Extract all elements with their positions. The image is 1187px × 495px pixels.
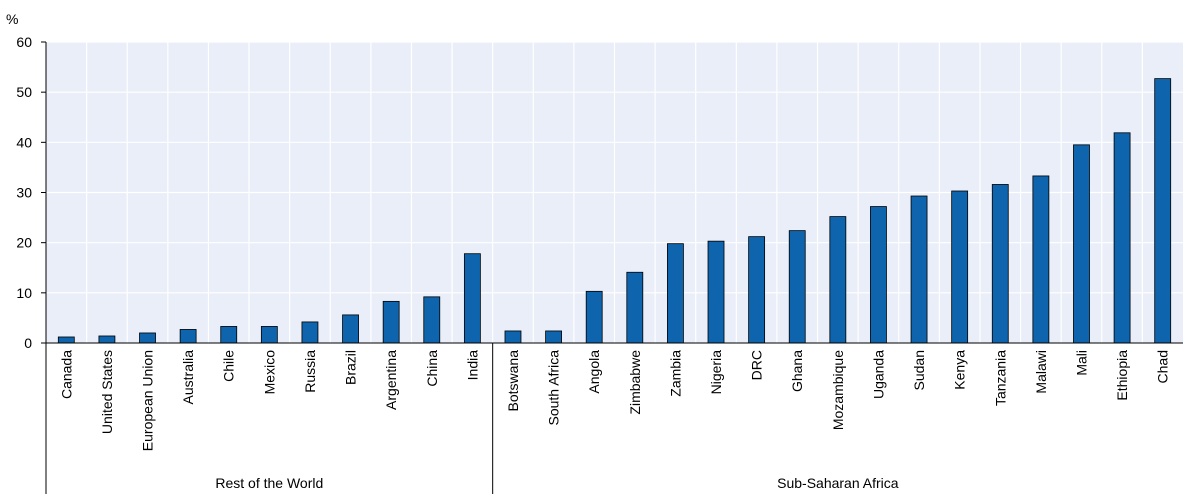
x-tick-label: Malawi <box>1033 350 1049 394</box>
x-tick-label: Sudan <box>911 350 927 390</box>
group-label: Sub-Saharan Africa <box>777 475 899 491</box>
bar <box>788 230 806 344</box>
bar <box>220 326 238 344</box>
bar <box>260 326 278 344</box>
bar <box>707 240 725 344</box>
bar <box>585 290 603 344</box>
y-tick-label: 20 <box>16 235 32 251</box>
bar <box>870 206 887 344</box>
x-tick-label: Mali <box>1073 350 1089 376</box>
bar <box>748 236 766 344</box>
x-tick-label: Uganda <box>870 350 886 399</box>
bar <box>382 300 400 344</box>
x-tick-label: Russia <box>302 350 318 393</box>
y-tick-label: 50 <box>16 84 32 100</box>
bar <box>1073 144 1090 344</box>
x-tick-label: Zimbabwe <box>627 350 643 415</box>
x-tick-label: Argentina <box>383 350 399 410</box>
bar <box>342 314 359 344</box>
category-groups: Rest of the World Sub-Saharan Africa <box>215 343 899 494</box>
y-tick-label: 40 <box>16 134 32 150</box>
y-tick-label: 0 <box>24 335 32 351</box>
y-tick-label: 30 <box>16 185 32 201</box>
bar <box>98 335 116 344</box>
x-tick-label: DRC <box>749 350 765 380</box>
x-tick-label: United States <box>99 350 115 434</box>
bar <box>504 330 522 344</box>
bar <box>667 243 684 344</box>
bar <box>951 190 969 344</box>
bar <box>1113 132 1131 344</box>
x-tick-label: Zambia <box>667 350 683 397</box>
bar <box>301 321 319 344</box>
x-tick-label: Tanzania <box>992 350 1008 406</box>
y-axis: 0 10 20 30 40 50 60 <box>16 34 1183 494</box>
y-axis-label: % <box>6 11 18 27</box>
x-tick-label: Canada <box>58 350 74 399</box>
bar <box>463 253 481 344</box>
x-tick-label: Mozambique <box>830 350 846 430</box>
bar <box>1154 78 1172 344</box>
x-tick-label: Botswana <box>505 350 521 412</box>
bar <box>57 336 75 344</box>
x-tick-label: Chad <box>1155 350 1171 383</box>
bar <box>1032 175 1050 344</box>
x-tick-label: European Union <box>140 350 156 451</box>
bar <box>423 296 441 344</box>
gridlines <box>46 41 1183 343</box>
y-tick-label: 10 <box>16 285 32 301</box>
x-tick-label: Kenya <box>952 350 968 390</box>
x-tick-label: Australia <box>180 350 196 405</box>
x-tick-label: Mexico <box>261 350 277 395</box>
bar <box>829 216 847 344</box>
bar <box>991 184 1009 344</box>
x-tick-label: Chile <box>221 350 237 382</box>
x-tick-label: India <box>464 350 480 381</box>
bar <box>910 195 928 344</box>
x-axis-labels: Canada United States European Union Austral… <box>58 350 1170 451</box>
x-tick-label: Angola <box>586 350 602 394</box>
group-label: Rest of the World <box>215 475 323 491</box>
bars <box>57 78 1172 344</box>
y-tick-label: 60 <box>16 34 32 50</box>
bar <box>139 332 156 344</box>
x-tick-label: Ghana <box>789 350 805 392</box>
x-tick-label: Ethiopia <box>1114 350 1130 401</box>
x-tick-label: China <box>424 350 440 387</box>
bar <box>545 330 562 344</box>
x-tick-label: Brazil <box>343 350 359 385</box>
x-tick-label: Nigeria <box>708 350 724 395</box>
bar <box>179 329 197 344</box>
bar <box>626 271 644 344</box>
x-tick-label: South Africa <box>546 350 562 426</box>
